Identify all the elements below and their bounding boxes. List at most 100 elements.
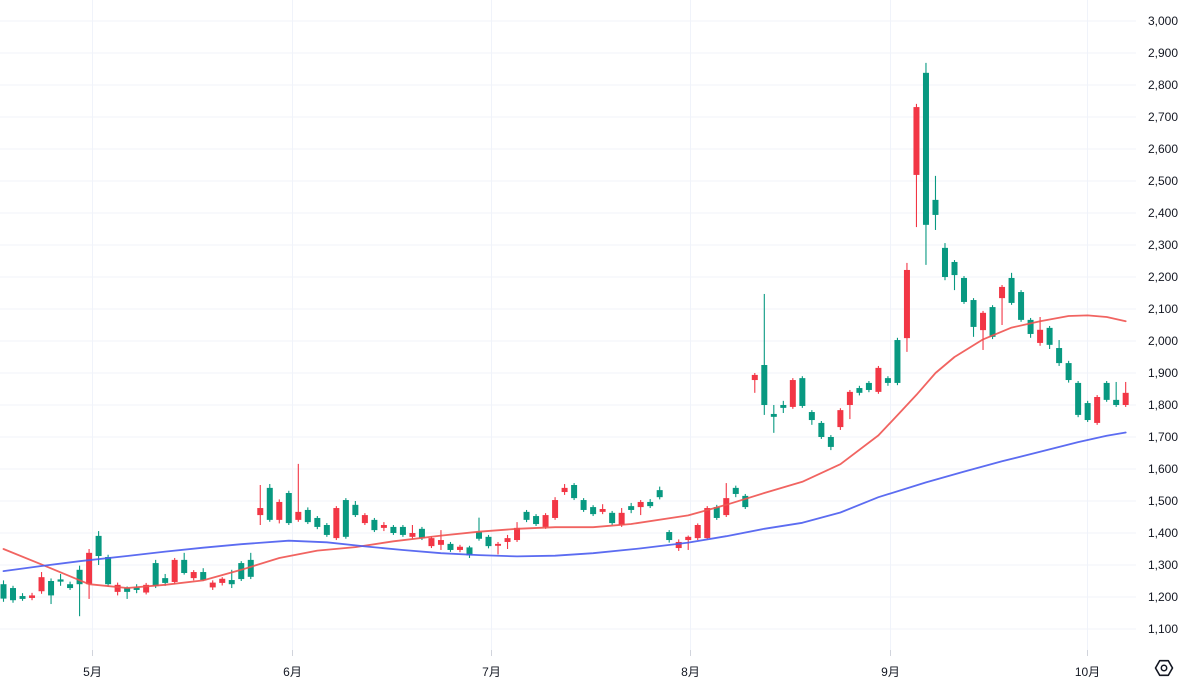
price-label-1100: 1,100 <box>1148 622 1178 636</box>
candle-55 <box>523 509 530 523</box>
candle-43 <box>409 525 416 539</box>
candle-118 <box>1122 381 1129 407</box>
moving-averages <box>2 314 1127 589</box>
candle-23 <box>219 577 226 586</box>
candle-9 <box>86 549 93 599</box>
candle-6 <box>57 573 64 586</box>
candle-12 <box>114 582 121 596</box>
candle-47 <box>447 541 454 552</box>
candle-48 <box>456 544 463 553</box>
price-label-1300: 1,300 <box>1148 558 1178 572</box>
candle-106 <box>1008 272 1015 305</box>
price-label-2800: 2,800 <box>1148 78 1178 92</box>
candle-5 <box>48 578 55 605</box>
candle-66 <box>628 502 635 514</box>
candle-0 <box>0 580 7 602</box>
price-label-1400: 1,400 <box>1148 526 1178 540</box>
candle-33 <box>314 516 321 530</box>
candle-51 <box>485 534 492 549</box>
candle-49 <box>466 545 473 558</box>
price-label-2900: 2,900 <box>1148 46 1178 60</box>
candle-1 <box>10 585 17 603</box>
candle-38 <box>361 513 368 525</box>
candle-54 <box>514 522 521 542</box>
candle-16 <box>152 559 159 589</box>
candle-30 <box>285 490 292 525</box>
candle-4 <box>38 572 45 594</box>
candle-21 <box>200 568 207 581</box>
candle-77 <box>732 485 739 498</box>
candle-64 <box>609 510 616 525</box>
time-label-5: 10月 <box>1075 665 1100 679</box>
time-label-1: 6月 <box>283 665 302 679</box>
candle-2 <box>19 593 26 601</box>
candle-8 <box>76 565 83 617</box>
candle-28 <box>266 484 273 522</box>
price-label-2200: 2,200 <box>1148 270 1178 284</box>
candle-70 <box>666 530 673 543</box>
candle-95 <box>903 262 910 352</box>
candle-27 <box>257 485 264 525</box>
candle-65 <box>618 508 625 527</box>
ma-fast-red-line <box>2 314 1127 589</box>
candle-57 <box>542 513 549 529</box>
candle-100 <box>951 260 958 291</box>
candle-36 <box>342 498 349 539</box>
price-label-2000: 2,000 <box>1148 334 1178 348</box>
candle-14 <box>133 584 140 594</box>
axis-settings[interactable] <box>1154 659 1174 677</box>
candle-56 <box>533 514 540 526</box>
candle-22 <box>209 580 216 590</box>
candle-101 <box>961 276 968 304</box>
candle-104 <box>989 305 996 340</box>
candle-52 <box>495 541 502 555</box>
hexagon-settings-icon[interactable] <box>1154 659 1174 677</box>
candle-98 <box>932 175 939 230</box>
candle-60 <box>571 483 578 501</box>
candle-91 <box>865 381 872 393</box>
price-label-2100: 2,100 <box>1148 302 1178 316</box>
price-axis[interactable]: 1,100 1,200 1,300 1,400 1,500 1,600 1,700 1,800… <box>1148 14 1178 636</box>
candle-116 <box>1103 381 1110 402</box>
candle-89 <box>846 389 853 420</box>
candle-61 <box>580 498 587 512</box>
candle-37 <box>352 501 359 517</box>
price-label-1900: 1,900 <box>1148 366 1178 380</box>
candle-108 <box>1027 317 1034 338</box>
candle-92 <box>875 365 882 394</box>
candle-39 <box>371 517 378 533</box>
price-label-3000: 3,000 <box>1148 14 1178 28</box>
candle-63 <box>599 504 606 515</box>
candle-59 <box>561 484 568 495</box>
price-label-1200: 1,200 <box>1148 590 1178 604</box>
time-label-2: 7月 <box>482 665 501 679</box>
candle-42 <box>399 525 406 537</box>
candle-3 <box>29 592 36 601</box>
price-label-1700: 1,700 <box>1148 430 1178 444</box>
candle-20 <box>190 570 197 581</box>
time-label-3: 8月 <box>681 665 700 679</box>
candle-71 <box>675 539 682 551</box>
grid <box>0 0 1136 650</box>
price-label-2700: 2,700 <box>1148 110 1178 124</box>
candle-86 <box>818 421 825 439</box>
time-axis[interactable]: 5月 6月 7月 8月 9月 10月 <box>83 650 1100 679</box>
candle-97 <box>922 62 929 265</box>
price-label-2600: 2,600 <box>1148 142 1178 156</box>
candle-67 <box>637 500 644 516</box>
candle-87 <box>827 435 834 451</box>
candle-117 <box>1113 381 1120 407</box>
candle-88 <box>837 408 844 430</box>
candle-40 <box>380 522 387 532</box>
time-label-0: 5月 <box>83 665 102 679</box>
candle-19 <box>181 552 188 575</box>
candle-62 <box>590 505 597 517</box>
candle-102 <box>970 298 977 337</box>
candle-50 <box>476 517 482 541</box>
candle-58 <box>552 497 559 520</box>
candle-17 <box>162 573 169 586</box>
candle-79 <box>751 373 758 393</box>
candle-90 <box>856 385 863 396</box>
